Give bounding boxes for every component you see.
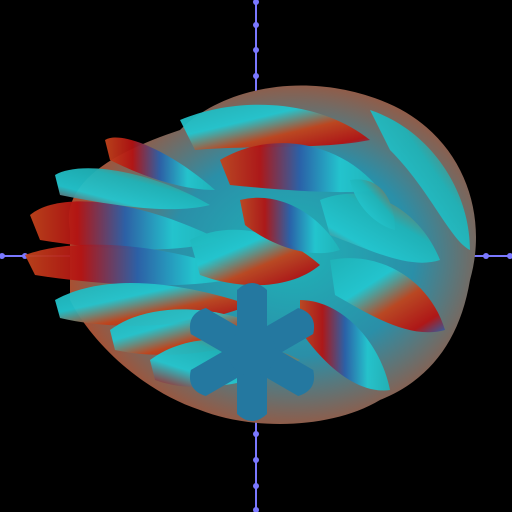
- surface-band-15: [240, 197, 340, 254]
- asterisk-marker: [189, 283, 315, 421]
- surface-band-1: [30, 201, 220, 250]
- surface-band-13: [370, 110, 470, 250]
- surface-band-5: [105, 137, 215, 190]
- y-axis-tick: [253, 73, 259, 79]
- x-axis-tick: [507, 253, 512, 259]
- y-axis-tick: [253, 457, 259, 463]
- surface-band-2: [25, 244, 250, 286]
- asterisk-center: [228, 328, 276, 376]
- y-axis-tick: [253, 483, 259, 489]
- y-axis-tick: [253, 22, 259, 28]
- twisted-torus-surface[interactable]: [25, 85, 477, 424]
- y-axis-tick: [253, 47, 259, 53]
- surface-band-4: [55, 168, 210, 210]
- surface-band-12: [300, 300, 390, 391]
- y-axis-tick: [253, 507, 259, 512]
- x-axis-tick: [483, 253, 489, 259]
- surface-band-9: [220, 143, 380, 193]
- surface-band-8: [180, 104, 370, 150]
- y-axis-tick: [253, 0, 259, 5]
- y-axis-tick: [253, 431, 259, 437]
- x-axis-tick: [0, 253, 5, 259]
- surface-band-10: [320, 193, 440, 263]
- surface-band-11: [330, 258, 445, 333]
- surface-band-16: [350, 179, 395, 230]
